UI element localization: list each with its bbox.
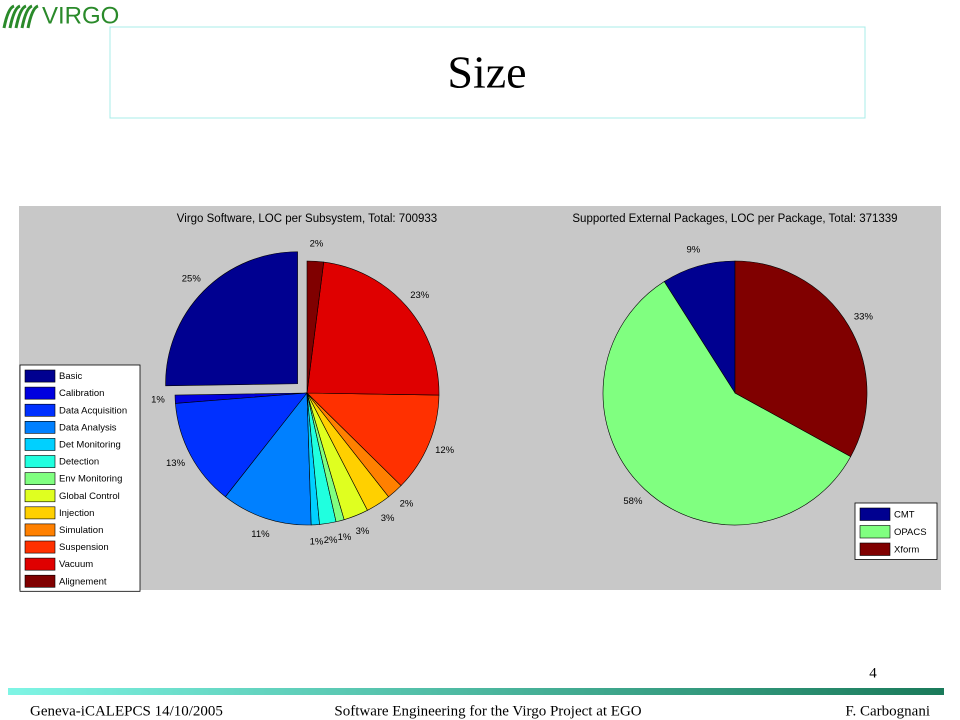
pie-slice — [306, 260, 325, 394]
charts: Virgo Software, LOC per Subsystem, Total… — [19, 213, 938, 592]
chart-title: Virgo Software, LOC per Subsystem, Total… — [177, 213, 437, 225]
slice-label: 3% — [356, 526, 370, 537]
legend-label: Alignement — [59, 576, 107, 587]
legend-swatch — [24, 506, 56, 520]
slice-label: 11% — [251, 529, 270, 540]
legend-swatch — [24, 574, 56, 588]
legend-label: Env Monitoring — [59, 474, 122, 485]
legend-label: OPACS — [894, 527, 927, 538]
legend-swatch — [24, 472, 56, 486]
legend-swatch — [24, 420, 56, 434]
logo-waves — [2, 4, 39, 29]
slice-label: 12% — [435, 445, 455, 456]
chart-title: Supported External Packages, LOC per Pac… — [572, 213, 897, 225]
legend-swatch — [24, 369, 56, 383]
legend-label: Global Control — [59, 491, 120, 502]
footer-center: Software Engineering for the Virgo Proje… — [334, 703, 641, 719]
slice-label: 9% — [687, 244, 701, 255]
legend-swatch — [24, 540, 56, 554]
pie-slice — [602, 281, 852, 526]
slice-label: 58% — [623, 496, 643, 507]
pie-slice — [306, 261, 440, 396]
pie-slice — [165, 251, 298, 387]
legend-swatch — [24, 403, 56, 417]
pie-slice — [306, 392, 440, 487]
legend-swatch — [24, 386, 56, 400]
legend-swatch — [24, 557, 56, 571]
slice-label: 13% — [166, 458, 186, 469]
legend-label: Calibration — [59, 388, 104, 399]
slice-label: 1% — [338, 532, 352, 543]
footer-right: F. Carbognani — [845, 703, 930, 719]
slice-label: 33% — [854, 312, 874, 323]
legend-label: Vacuum — [59, 559, 93, 570]
slice-label: 25% — [182, 274, 202, 285]
legend-swatch — [24, 455, 56, 468]
legend-label: Data Analysis — [59, 422, 117, 433]
page-number: 4 — [869, 665, 877, 681]
legend-label: Xform — [894, 544, 919, 555]
slice-label: 2% — [310, 239, 324, 250]
slice-label: 23% — [410, 290, 430, 301]
legend-label: Data Acquisition — [59, 405, 127, 416]
footer-bar — [8, 688, 944, 695]
legend-label: Injection — [59, 508, 94, 519]
legend-swatch — [24, 489, 56, 503]
legend-swatch — [859, 507, 891, 521]
pie-slice — [224, 392, 312, 526]
slice-label: 3% — [381, 513, 395, 524]
logo: VIRGO — [2, 2, 119, 29]
legend-swatch — [24, 438, 56, 451]
legend-label: Simulation — [59, 525, 103, 536]
slide-title: Size — [447, 47, 526, 98]
legend-label: Detection — [59, 457, 99, 468]
slice-label: 1% — [151, 395, 165, 406]
pie-slice — [175, 392, 308, 498]
legend-label: CMT — [894, 509, 915, 520]
logo-text: VIRGO — [42, 2, 119, 29]
slice-label: 2% — [400, 499, 414, 510]
legend-label: Det Monitoring — [59, 439, 121, 450]
footer-left: Geneva-iCALEPCS 14/10/2005 — [30, 703, 223, 719]
legend-label: Suspension — [59, 542, 109, 553]
pie-slice — [734, 260, 868, 457]
title-box — [109, 26, 866, 119]
legend-swatch — [24, 523, 56, 537]
legend-swatch — [859, 542, 891, 556]
legend-label: Basic — [59, 371, 82, 382]
slice-label: 2% — [324, 535, 338, 546]
slice-label: 1% — [310, 536, 324, 547]
legend-swatch — [859, 525, 891, 539]
